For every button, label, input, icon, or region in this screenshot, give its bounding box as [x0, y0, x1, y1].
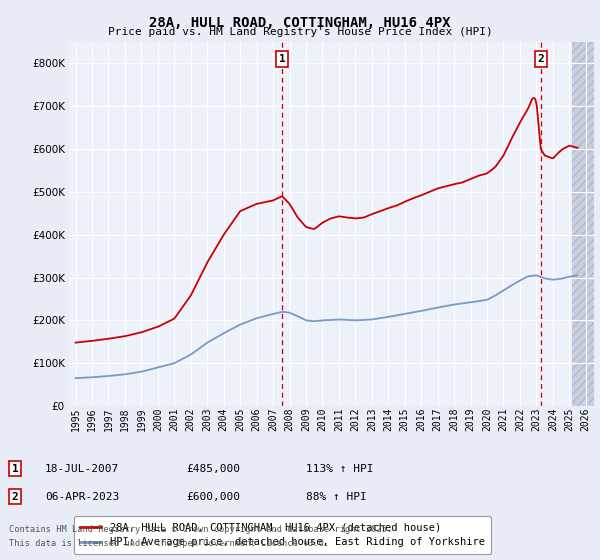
HPI: Average price, detached house, East Riding of Yorkshire: (2.03e+03, 3.05e+05): Average price, detached house, East Ridi…	[574, 272, 581, 279]
Text: £600,000: £600,000	[186, 492, 240, 502]
28A, HULL ROAD, COTTINGHAM, HU16 4PX (detached house)	[438, 184, 445, 191]
Text: This data is licensed under the Open Government Licence v3.0.: This data is licensed under the Open Gov…	[9, 539, 329, 548]
Text: 06-APR-2023: 06-APR-2023	[45, 492, 119, 502]
28A, HULL ROAD, COTTINGHAM, HU16 4PX (detached house)	[484, 170, 491, 176]
Text: 88% ↑ HPI: 88% ↑ HPI	[306, 492, 367, 502]
Text: 2: 2	[11, 492, 19, 502]
Text: Contains HM Land Registry data © Crown copyright and database right 2025.: Contains HM Land Registry data © Crown c…	[9, 525, 392, 534]
Text: 28A, HULL ROAD, COTTINGHAM, HU16 4PX: 28A, HULL ROAD, COTTINGHAM, HU16 4PX	[149, 16, 451, 30]
Line: HPI: Average price, detached house, East Riding of Yorkshire: HPI: Average price, detached house, East…	[76, 276, 578, 378]
HPI: Average price, detached house, East Riding of Yorkshire: (2.02e+03, 2.49e+05): Average price, detached house, East Ridi…	[484, 296, 491, 303]
Bar	[572, 42, 594, 406]
HPI: Average price, detached house, East Riding of Yorkshire: (2e+03, 6.5e+04): Average price, detached house, East Ridi…	[72, 375, 79, 381]
28A, HULL ROAD, COTTINGHAM, HU16 4PX (detached house)	[509, 134, 516, 141]
Text: 1: 1	[11, 464, 19, 474]
Legend: 28A, HULL ROAD, COTTINGHAM, HU16 4PX (detached house), HPI: Average price, detac: 28A, HULL ROAD, COTTINGHAM, HU16 4PX (de…	[74, 516, 491, 554]
28A, HULL ROAD, COTTINGHAM, HU16 4PX (detached house)	[530, 95, 538, 101]
Text: 1: 1	[279, 54, 286, 64]
28A, HULL ROAD, COTTINGHAM, HU16 4PX (detached house)	[574, 144, 581, 151]
Text: £485,000: £485,000	[186, 464, 240, 474]
Text: Price paid vs. HM Land Registry's House Price Index (HPI): Price paid vs. HM Land Registry's House …	[107, 27, 493, 37]
Line: 28A, HULL ROAD, COTTINGHAM, HU16 4PX (detached house): 28A, HULL ROAD, COTTINGHAM, HU16 4PX (de…	[76, 98, 578, 343]
Text: 18-JUL-2007: 18-JUL-2007	[45, 464, 119, 474]
HPI: Average price, detached house, East Riding of Yorkshire: (2.02e+03, 2.32e+05): Average price, detached house, East Ridi…	[438, 304, 445, 310]
28A, HULL ROAD, COTTINGHAM, HU16 4PX (detached house)	[268, 198, 275, 204]
28A, HULL ROAD, COTTINGHAM, HU16 4PX (detached house)	[159, 321, 166, 328]
HPI: Average price, detached house, East Riding of Yorkshire: (2.01e+03, 2.17e+05): Average price, detached house, East Ridi…	[274, 310, 281, 316]
28A, HULL ROAD, COTTINGHAM, HU16 4PX (detached house)	[72, 339, 79, 346]
Text: 2: 2	[538, 54, 544, 64]
28A, HULL ROAD, COTTINGHAM, HU16 4PX (detached house)	[274, 195, 281, 202]
HPI: Average price, detached house, East Riding of Yorkshire: (2.01e+03, 2.14e+05): Average price, detached house, East Ridi…	[268, 311, 275, 318]
Bar	[572, 42, 594, 406]
HPI: Average price, detached house, East Riding of Yorkshire: (2.02e+03, 2.83e+05): Average price, detached house, East Ridi…	[509, 282, 516, 288]
HPI: Average price, detached house, East Riding of Yorkshire: (2e+03, 9.29e+04): Average price, detached house, East Ridi…	[159, 363, 166, 370]
Text: 113% ↑ HPI: 113% ↑ HPI	[306, 464, 373, 474]
